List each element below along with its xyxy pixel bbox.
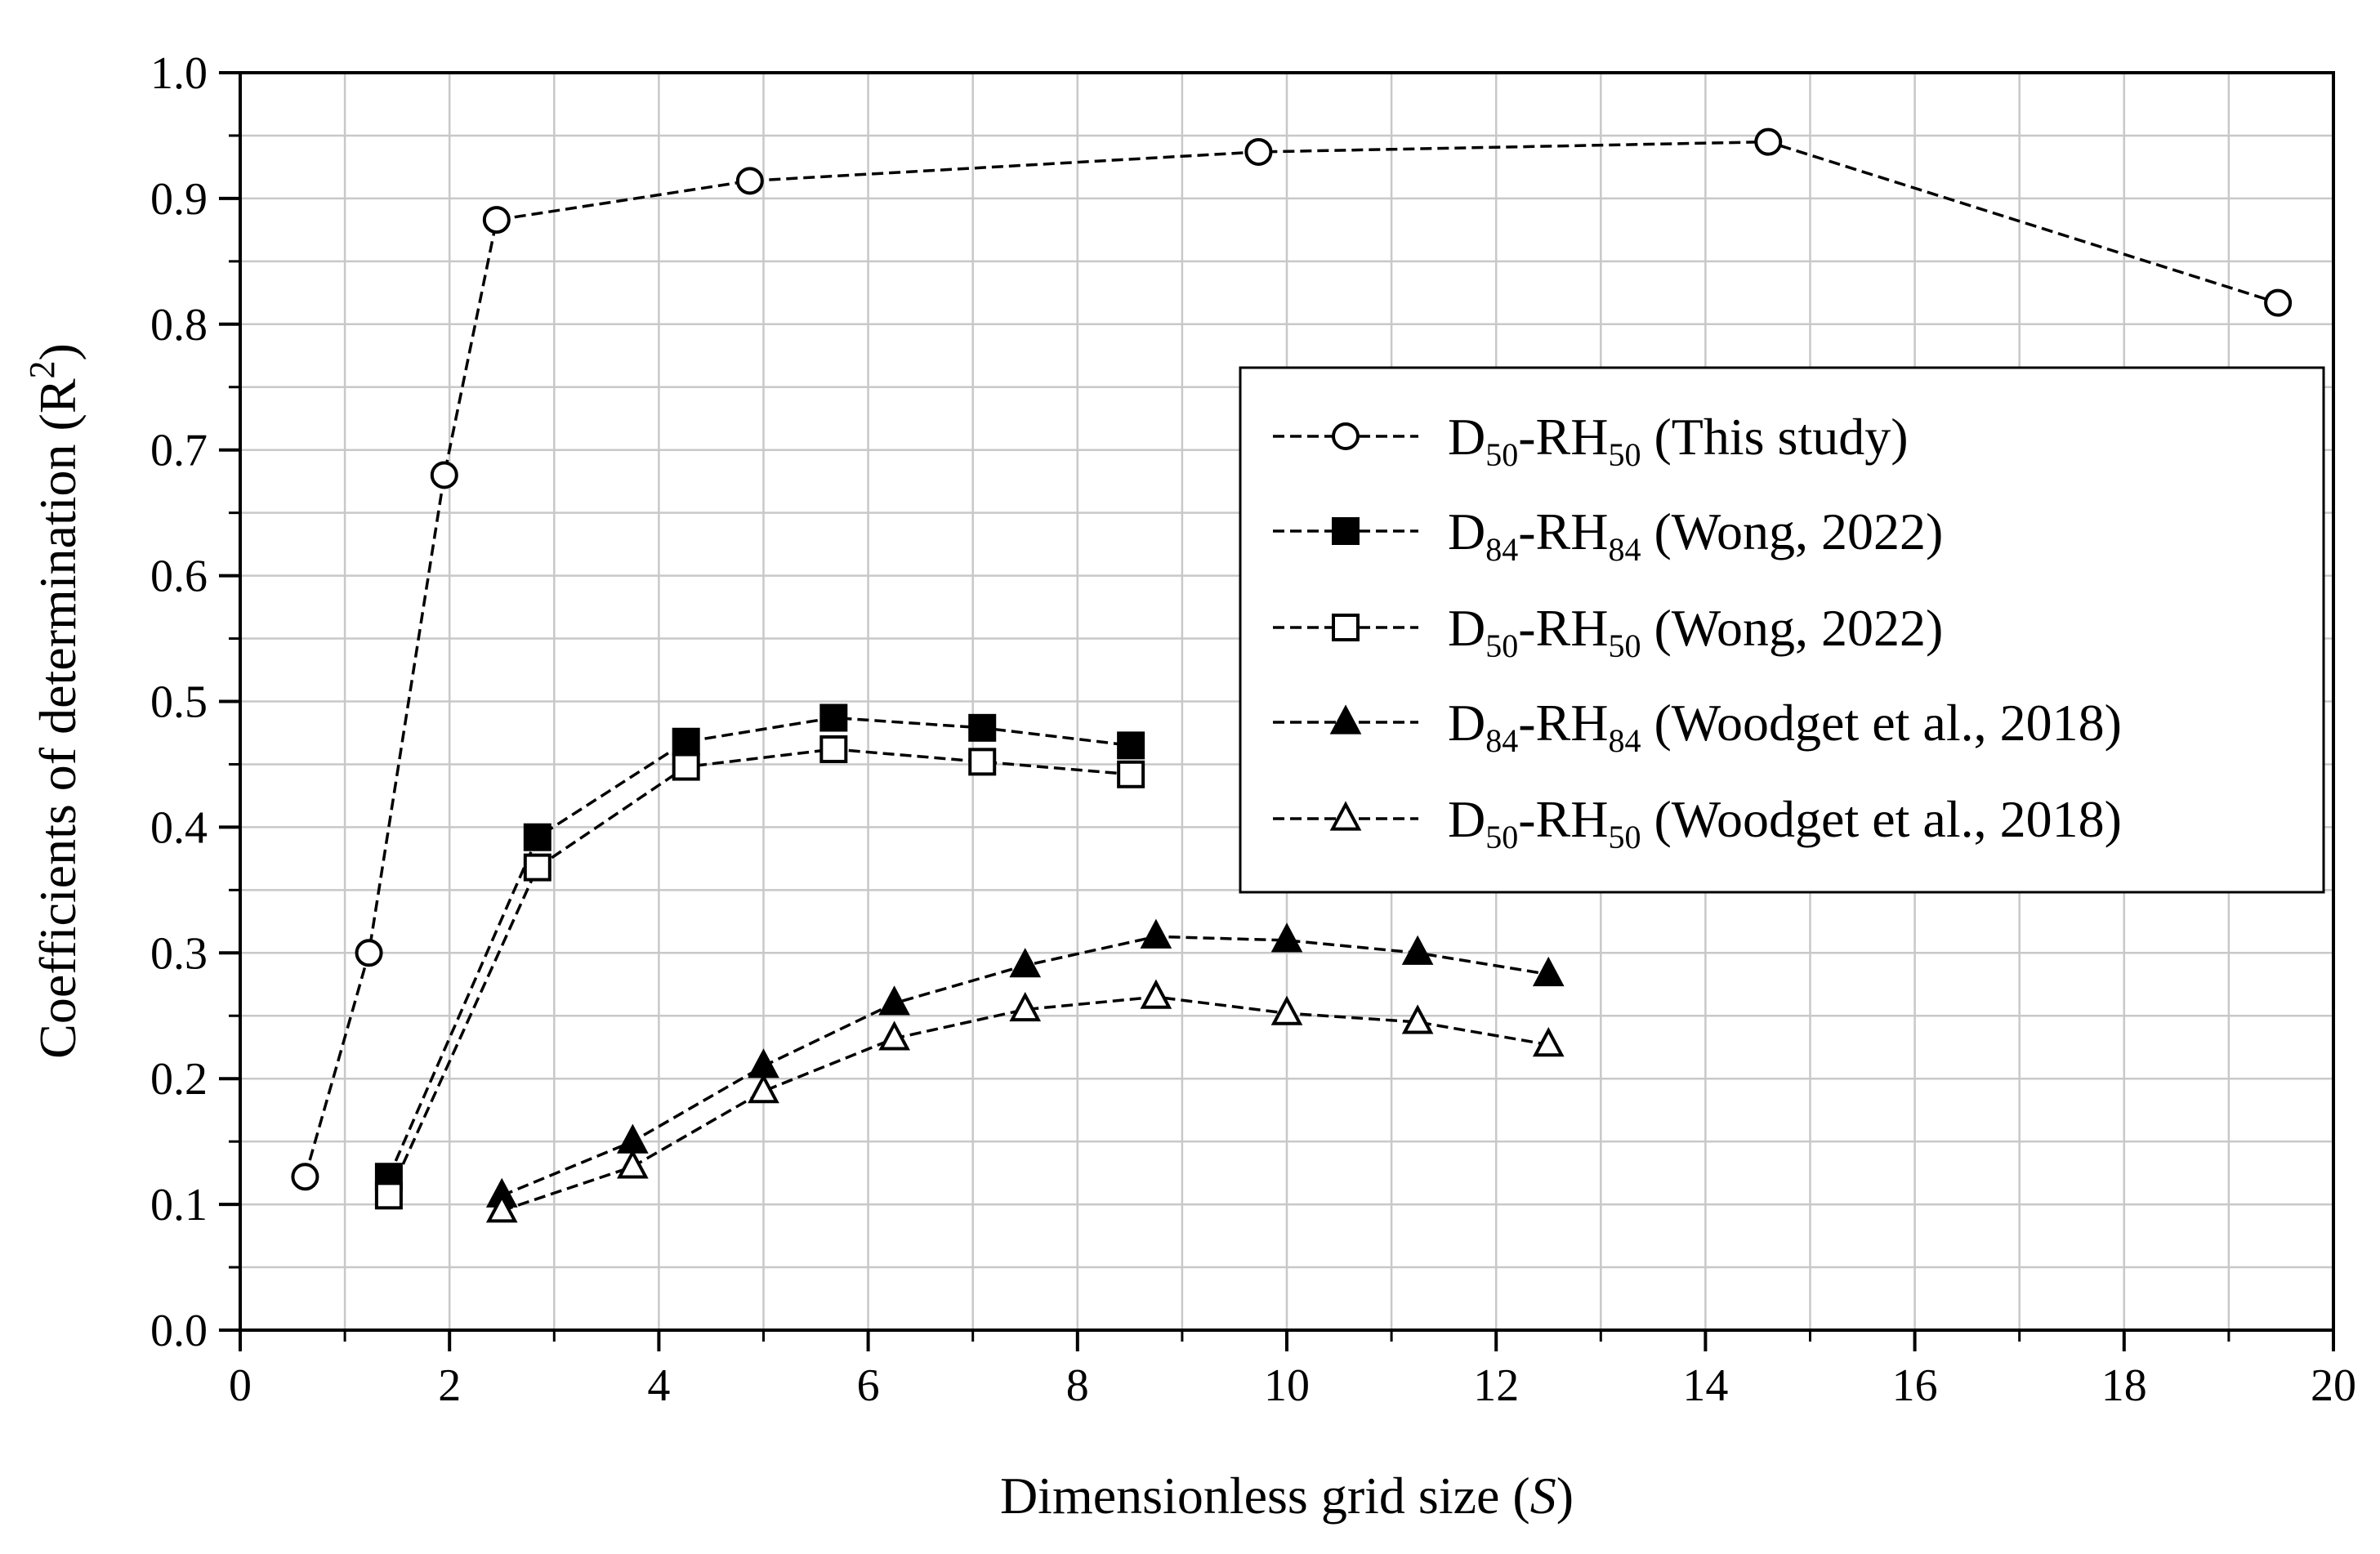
legend-label: D84-RH84 (Woodget et al., 2018) xyxy=(1448,694,2122,759)
y-tick-label: 0.2 xyxy=(150,1054,208,1105)
legend-box xyxy=(1239,366,2325,894)
data-point xyxy=(1401,935,1434,965)
data-point xyxy=(968,748,997,776)
x-tick-label: 2 xyxy=(438,1360,461,1411)
data-point xyxy=(617,1149,649,1179)
data-point xyxy=(878,1020,910,1051)
data-point xyxy=(1401,1004,1434,1034)
legend-item-3: D50-RH50 (Wong, 2022) xyxy=(1273,599,1943,664)
data-point xyxy=(2264,288,2293,317)
legend-marker xyxy=(1329,704,1362,735)
y-axis-title: Coefficients of determination (R2) xyxy=(22,343,87,1059)
y-tick-label: 0.5 xyxy=(150,677,208,728)
series-3 xyxy=(374,735,1145,1210)
x-tick-label: 12 xyxy=(1473,1360,1519,1411)
data-point xyxy=(1754,127,1783,156)
data-point xyxy=(617,1123,649,1154)
data-point xyxy=(1244,137,1273,166)
data-point xyxy=(482,206,511,234)
x-tick-label: 20 xyxy=(2311,1360,2356,1411)
legend-item-1: D50-RH50 (This study) xyxy=(1273,408,1909,473)
data-point xyxy=(968,713,997,742)
x-tick-label: 0 xyxy=(229,1360,252,1411)
series-5 xyxy=(485,979,1565,1223)
data-point xyxy=(819,703,848,732)
x-tick-label: 8 xyxy=(1066,1360,1089,1411)
x-tick-label: 10 xyxy=(1264,1360,1310,1411)
data-point xyxy=(1117,760,1145,788)
x-tick-label: 14 xyxy=(1682,1360,1728,1411)
legend-item-5: D50-RH50 (Woodget et al., 2018) xyxy=(1273,790,2122,855)
data-point xyxy=(523,823,551,851)
data-point xyxy=(1270,922,1303,953)
x-tick-label: 6 xyxy=(857,1360,880,1411)
data-point xyxy=(1140,979,1172,1009)
legend-label: D50-RH50 (Wong, 2022) xyxy=(1448,599,1943,664)
legend-marker xyxy=(1332,517,1360,545)
legend-marker xyxy=(1332,614,1360,641)
data-point xyxy=(672,727,700,756)
series-2 xyxy=(374,703,1145,1191)
data-point xyxy=(1532,1027,1565,1057)
legend-marker xyxy=(1332,422,1360,450)
series-line xyxy=(387,716,1132,1177)
y-tick-label: 0.4 xyxy=(150,802,208,853)
legend-label: D84-RH84 (Wong, 2022) xyxy=(1448,502,1943,568)
legend-label: D50-RH50 (This study) xyxy=(1448,408,1909,473)
data-point xyxy=(523,853,551,882)
tick-labels: 0 2 4 6 8 10 12 14 16 18 20 0.0 0.1 0.2 0.3 0.4 0.5 0.6 0.… xyxy=(150,48,2356,1411)
data-point xyxy=(672,752,700,781)
series-4 xyxy=(485,918,1565,1208)
data-point xyxy=(485,1193,518,1223)
data-point xyxy=(291,1163,319,1191)
series-line xyxy=(501,995,1549,1212)
data-point xyxy=(735,167,764,195)
legend-item-2: D84-RH84 (Wong, 2022) xyxy=(1273,502,1943,568)
x-tick-label: 4 xyxy=(647,1360,670,1411)
data-point xyxy=(1140,918,1172,949)
axis-ticks xyxy=(219,71,2335,1351)
y-tick-label: 0.7 xyxy=(150,426,208,476)
x-tick-label: 18 xyxy=(2101,1360,2147,1411)
data-point xyxy=(355,939,383,967)
data-point xyxy=(430,461,458,489)
data-point xyxy=(1009,991,1042,1022)
data-point xyxy=(748,1073,779,1104)
legend-marker xyxy=(1329,801,1362,831)
data-point xyxy=(819,735,848,763)
data-point xyxy=(1532,956,1565,987)
y-tick-label: 0.6 xyxy=(150,551,208,602)
y-tick-label: 0.3 xyxy=(150,928,208,979)
data-point xyxy=(748,1048,779,1078)
series-line xyxy=(303,140,2279,1177)
data-point xyxy=(374,1181,403,1210)
legend: D50-RH50 (This study) D84-RH84 (Wong, 202… xyxy=(1239,366,2325,894)
series-1 xyxy=(291,127,2293,1191)
data-point xyxy=(1117,731,1145,760)
y-tick-label: 0.8 xyxy=(150,300,208,351)
series-line xyxy=(387,748,1132,1197)
legend-label: D50-RH50 (Woodget et al., 2018) xyxy=(1448,790,2122,855)
y-tick-label: 1.0 xyxy=(150,48,208,99)
y-tick-label: 0.1 xyxy=(150,1180,208,1230)
x-tick-label: 16 xyxy=(1892,1360,1938,1411)
data-point xyxy=(1009,948,1042,978)
legend-item-4: D84-RH84 (Woodget et al., 2018) xyxy=(1273,694,2122,759)
y-tick-label: 0.0 xyxy=(150,1306,208,1356)
data-point xyxy=(878,985,910,1016)
y-tick-label: 0.9 xyxy=(150,174,208,225)
data-point xyxy=(1270,995,1303,1025)
series-group xyxy=(291,127,2293,1223)
x-axis-title: Dimensionless grid size (S) xyxy=(1000,1467,1574,1525)
